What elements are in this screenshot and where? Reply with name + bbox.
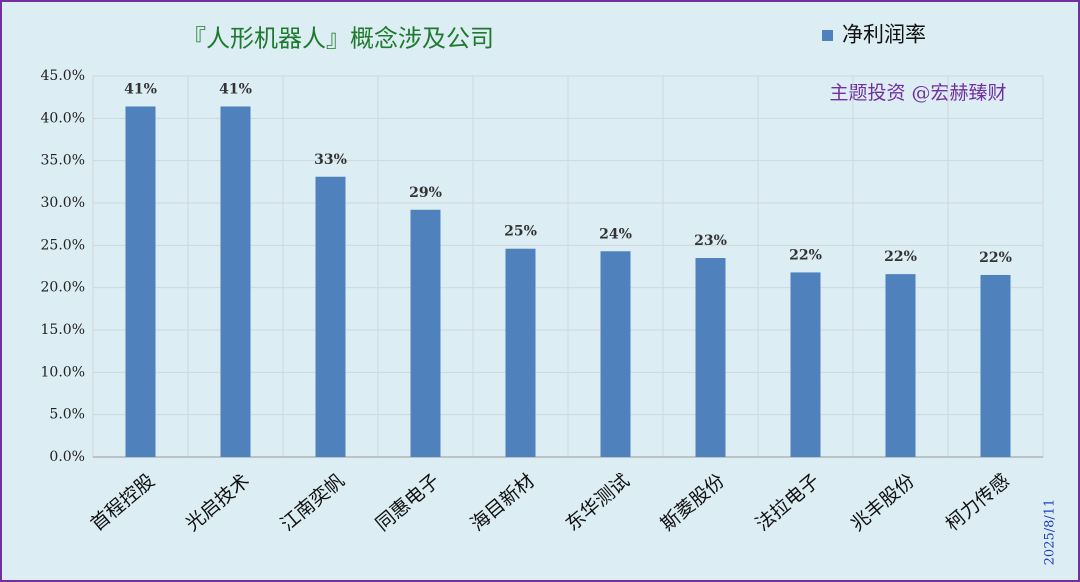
chart-title: 『人形机器人』概念涉及公司 bbox=[182, 25, 494, 53]
y-tick-label: 40.0% bbox=[41, 110, 85, 126]
value-label: 23% bbox=[694, 233, 727, 249]
bar bbox=[600, 251, 631, 457]
y-tick-label: 35.0% bbox=[41, 153, 85, 169]
value-label: 22% bbox=[979, 250, 1012, 266]
y-tick-label: 5.0% bbox=[49, 407, 85, 423]
bar bbox=[410, 209, 441, 457]
date-label: 2025/8/11 bbox=[1043, 499, 1058, 566]
y-tick-label: 45.0% bbox=[41, 68, 85, 84]
value-label: 33% bbox=[314, 152, 347, 168]
y-tick-label: 30.0% bbox=[41, 195, 85, 211]
value-label: 41% bbox=[219, 81, 252, 97]
bar bbox=[790, 272, 821, 457]
value-label: 24% bbox=[599, 226, 632, 242]
y-tick-label: 25.0% bbox=[41, 237, 85, 253]
y-tick-label: 15.0% bbox=[41, 322, 85, 338]
bar bbox=[125, 106, 156, 457]
bar bbox=[220, 106, 251, 457]
bar bbox=[885, 274, 916, 457]
value-label: 41% bbox=[124, 81, 157, 97]
legend-label: 净利润率 bbox=[842, 23, 926, 47]
bar bbox=[695, 258, 726, 457]
value-label: 25% bbox=[504, 224, 537, 240]
bar bbox=[980, 274, 1011, 457]
y-tick-label: 10.0% bbox=[41, 364, 85, 380]
y-tick-label: 0.0% bbox=[49, 449, 85, 465]
value-label: 22% bbox=[884, 249, 917, 265]
value-label: 29% bbox=[409, 185, 442, 201]
bar bbox=[315, 176, 346, 457]
bar bbox=[505, 248, 536, 457]
y-tick-label: 20.0% bbox=[41, 280, 85, 296]
legend-swatch bbox=[822, 30, 833, 41]
annotation: 主题投资 @宏赫臻财 bbox=[829, 82, 1006, 104]
value-label: 22% bbox=[789, 247, 822, 263]
